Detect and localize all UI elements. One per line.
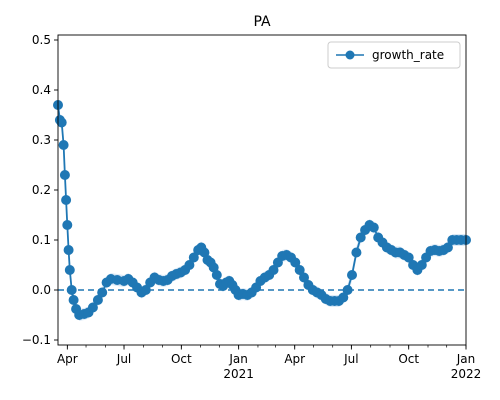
y-tick-label: 0.4 bbox=[32, 83, 51, 97]
x-tick-label: Jul bbox=[343, 352, 358, 366]
data-point bbox=[416, 260, 427, 270]
confidence-band bbox=[58, 99, 466, 321]
data-point bbox=[299, 272, 309, 283]
data-point bbox=[208, 262, 219, 273]
chart-title: PA bbox=[253, 14, 271, 30]
x-tick-label: Oct bbox=[171, 352, 192, 366]
data-point bbox=[211, 270, 222, 280]
x-tick-label: Apr bbox=[284, 352, 305, 366]
y-tick-label: −0.1 bbox=[22, 333, 51, 347]
data-point bbox=[347, 270, 357, 280]
data-point bbox=[184, 260, 195, 270]
confidence-band-layer bbox=[58, 99, 466, 321]
data-point bbox=[66, 285, 77, 295]
series-marker-layer bbox=[53, 100, 471, 320]
y-tick-label: 0.3 bbox=[32, 133, 51, 147]
x-tick-year-label: 2022 bbox=[451, 367, 482, 381]
legend: growth_rate bbox=[327, 41, 461, 69]
data-point bbox=[92, 295, 103, 305]
legend-entry-label: growth_rate bbox=[372, 48, 444, 62]
data-point bbox=[268, 265, 279, 275]
x-tick-label: Jul bbox=[116, 352, 131, 366]
data-point bbox=[64, 265, 75, 275]
data-point bbox=[140, 285, 151, 295]
data-point bbox=[97, 287, 108, 298]
x-tick-label: Apr bbox=[57, 352, 78, 366]
legend-box bbox=[327, 41, 461, 69]
data-point bbox=[61, 195, 72, 205]
data-point bbox=[68, 295, 79, 305]
data-point bbox=[294, 265, 305, 275]
x-tick-label: Jan bbox=[456, 352, 476, 366]
data-point bbox=[342, 285, 353, 295]
y-tick-label: 0.0 bbox=[32, 283, 51, 297]
y-tick-label: 0.1 bbox=[32, 233, 51, 247]
y-axis-ticks: −0.1 0.0 0.1 0.2 0.3 0.4 0.5 bbox=[22, 33, 58, 347]
data-point bbox=[368, 222, 379, 233]
data-point bbox=[63, 245, 74, 255]
data-point bbox=[199, 247, 210, 258]
y-tick-label: 0.2 bbox=[32, 183, 51, 197]
data-point bbox=[188, 252, 199, 263]
data-point bbox=[442, 242, 453, 253]
data-point bbox=[355, 232, 366, 243]
data-point bbox=[56, 117, 67, 128]
data-point bbox=[351, 247, 362, 258]
data-point bbox=[59, 170, 70, 180]
legend-series-marker-icon bbox=[345, 50, 355, 60]
data-point bbox=[290, 257, 301, 268]
data-point bbox=[338, 292, 349, 303]
data-point bbox=[58, 140, 69, 150]
plot-area-frame bbox=[57, 34, 467, 346]
data-point bbox=[403, 252, 414, 263]
y-tick-label: 0.5 bbox=[32, 33, 51, 47]
data-point bbox=[87, 302, 98, 313]
x-tick-label: Oct bbox=[398, 352, 419, 366]
data-point bbox=[62, 220, 73, 230]
x-tick-label: Jan bbox=[228, 352, 248, 366]
x-tick-year-label: 2021 bbox=[223, 367, 254, 381]
